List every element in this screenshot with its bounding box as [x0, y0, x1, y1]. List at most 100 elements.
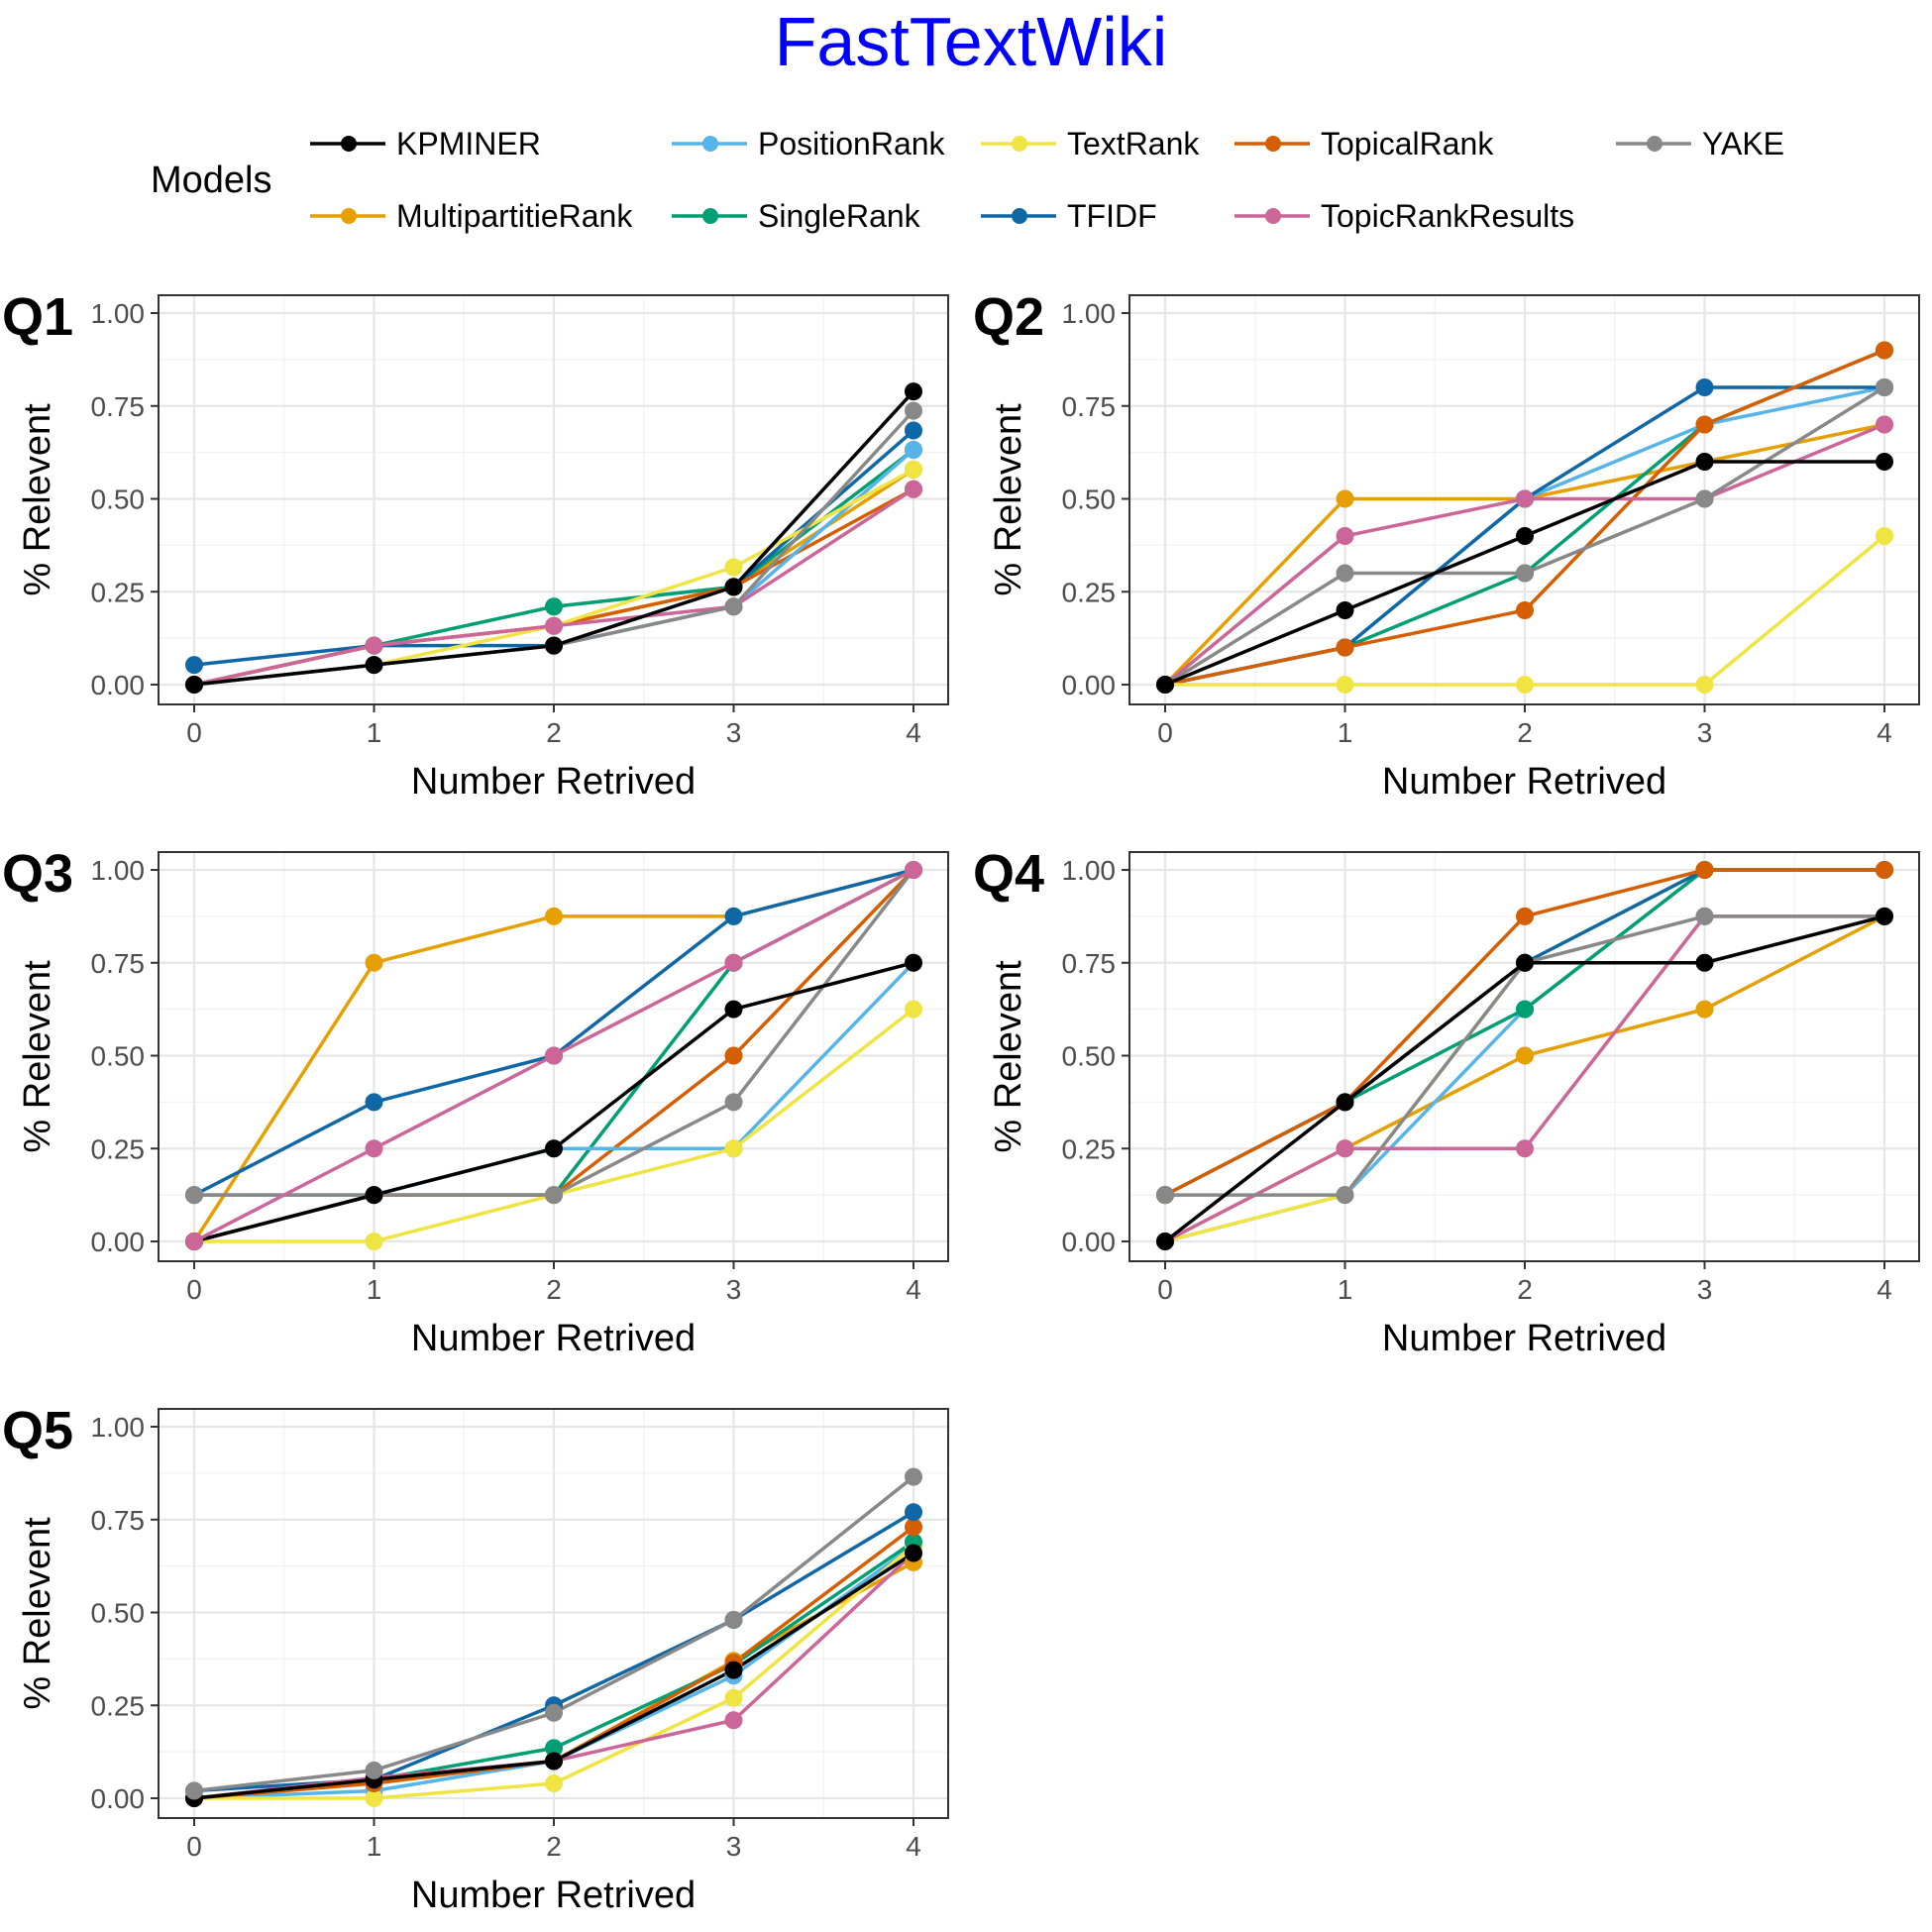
- legend-item-kpminer: KPMINER: [310, 126, 541, 161]
- panel-q3: 0.00 0.25 0.50 0.75 1.00 0 1 2 3 4 Number Retrived…: [2, 844, 949, 1359]
- data-point-yake: [1336, 564, 1354, 583]
- series-group: [185, 1467, 922, 1807]
- x-tick-label: 2: [546, 1831, 562, 1862]
- data-point-topicrankresults: [1336, 527, 1354, 545]
- chart-title: FastTextWiki: [775, 3, 1168, 80]
- panel-tag: Q3: [2, 844, 73, 904]
- y-axis-title: % Relevent: [988, 960, 1029, 1153]
- x-tick-label: 4: [906, 717, 921, 748]
- y-tick-label: 0.50: [91, 1598, 146, 1629]
- legend-item-topicalrank: TopicalRank: [1234, 126, 1494, 161]
- data-point-topicrankresults: [1516, 1139, 1534, 1158]
- x-tick-label: 2: [546, 1274, 562, 1305]
- panel-tag: Q2: [973, 287, 1044, 347]
- legend-key-point: [341, 208, 357, 224]
- x-tick-label: 1: [367, 1831, 382, 1862]
- x-tick-label: 4: [906, 1831, 921, 1862]
- data-point-textrank: [1695, 676, 1714, 694]
- x-tick-label: 1: [367, 717, 382, 748]
- data-point-topicalrank: [1876, 861, 1893, 879]
- legend-label: TopicalRank: [1321, 126, 1494, 161]
- x-tick-label: 3: [726, 717, 742, 748]
- y-tick-label: 0.00: [91, 1227, 146, 1257]
- data-point-kpminer: [905, 953, 922, 972]
- series-group: [1156, 861, 1893, 1250]
- data-point-positionrank: [905, 441, 922, 459]
- data-point-yake: [1876, 378, 1893, 396]
- legend-key-point: [1012, 136, 1027, 152]
- y-tick-label: 0.75: [91, 948, 146, 979]
- legend-label: SingleRank: [758, 198, 921, 234]
- data-point-textrank: [1336, 676, 1354, 694]
- data-point-tfidf: [1695, 378, 1714, 396]
- x-tick-label: 0: [1157, 717, 1173, 748]
- data-point-textrank: [905, 1000, 922, 1019]
- data-point-yake: [1156, 1186, 1174, 1205]
- x-axis-title: Number Retrived: [411, 1318, 696, 1359]
- data-point-kpminer: [1695, 953, 1714, 972]
- x-tick-label: 4: [1877, 717, 1892, 748]
- y-axis-title: % Relevent: [17, 403, 58, 596]
- legend-key-point: [1265, 208, 1281, 224]
- y-tick-label: 0.50: [1062, 484, 1117, 515]
- x-tick-label: 2: [546, 717, 562, 748]
- data-point-textrank: [545, 1774, 563, 1792]
- data-point-kpminer: [724, 1661, 743, 1679]
- legend-label: YAKE: [1702, 126, 1784, 161]
- data-point-singlerank: [1516, 1000, 1534, 1019]
- data-point-multipartitierank: [1695, 1000, 1714, 1019]
- data-point-yake: [724, 1611, 743, 1629]
- data-point-kpminer: [1336, 1093, 1354, 1112]
- y-axis-title: % Relevent: [17, 960, 58, 1153]
- data-point-kpminer: [545, 1139, 563, 1158]
- y-tick-label: 0.75: [1062, 391, 1117, 422]
- y-tick-label: 0.00: [91, 1783, 146, 1814]
- y-tick-label: 0.50: [91, 1041, 146, 1072]
- data-point-kpminer: [1156, 1233, 1174, 1250]
- legend-key-point: [702, 208, 718, 224]
- x-axis-title: Number Retrived: [411, 761, 696, 803]
- data-point-kpminer: [1516, 527, 1534, 545]
- y-tick-label: 0.00: [1062, 670, 1117, 700]
- data-point-topicrankresults: [185, 1233, 203, 1250]
- legend-label: TextRank: [1067, 126, 1200, 161]
- data-point-tfidf: [905, 1503, 922, 1522]
- x-tick-label: 1: [1338, 1274, 1353, 1305]
- y-tick-label: 0.75: [91, 1505, 146, 1536]
- data-point-kpminer: [1516, 953, 1534, 972]
- data-point-multipartitierank: [545, 907, 563, 925]
- data-point-multipartitierank: [365, 953, 383, 972]
- data-point-yake: [185, 1781, 203, 1800]
- data-point-tfidf: [185, 656, 203, 675]
- x-tick-label: 0: [186, 717, 202, 748]
- legend-item-multipartitierank: MultipartitieRank: [310, 198, 633, 234]
- x-tick-label: 0: [186, 1274, 202, 1305]
- panels: 0.00 0.25 0.50 0.75 1.00 0 1 2 3 4 Number Retrived…: [2, 287, 1920, 1916]
- x-tick-label: 1: [1338, 717, 1353, 748]
- x-axis-title: Number Retrived: [411, 1875, 696, 1916]
- data-point-yake: [724, 1093, 743, 1112]
- y-tick-label: 0.25: [91, 1690, 146, 1721]
- data-point-topicalrank: [905, 1518, 922, 1537]
- data-point-topicrankresults: [365, 1139, 383, 1158]
- data-point-yake: [1516, 564, 1534, 583]
- y-tick-label: 0.25: [1062, 1133, 1117, 1164]
- x-tick-label: 3: [1697, 1274, 1713, 1305]
- data-point-tfidf: [905, 421, 922, 440]
- data-point-topicrankresults: [724, 953, 743, 972]
- y-tick-label: 1.00: [91, 855, 146, 886]
- data-point-topicalrank: [724, 1046, 743, 1065]
- data-point-multipartitierank: [1516, 1046, 1534, 1065]
- legend-key-point: [1265, 136, 1281, 152]
- y-tick-label: 0.25: [1062, 577, 1117, 607]
- data-point-kpminer: [1156, 676, 1174, 694]
- data-point-topicrankresults: [1336, 1139, 1354, 1158]
- data-point-kpminer: [724, 578, 743, 596]
- data-point-topicalrank: [1516, 907, 1534, 925]
- legend-item-textrank: TextRank: [981, 126, 1200, 161]
- legend-item-tfidf: TFIDF: [981, 198, 1157, 234]
- data-point-kpminer: [724, 1000, 743, 1019]
- panel-tag: Q1: [2, 287, 73, 347]
- series-group: [1156, 341, 1893, 694]
